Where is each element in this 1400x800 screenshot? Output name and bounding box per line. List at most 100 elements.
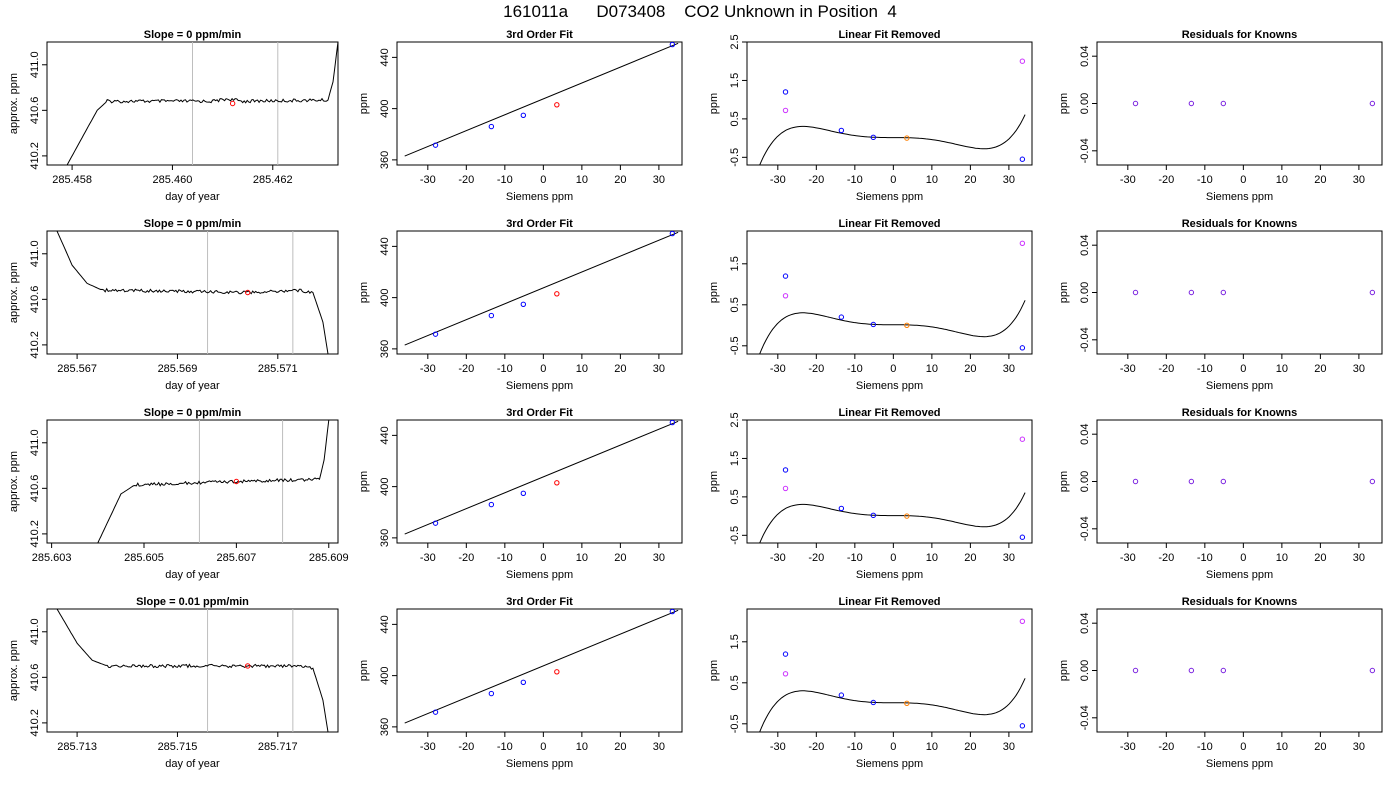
x-tick-label: 0 <box>540 363 546 375</box>
y-tick-label: 400 <box>379 666 391 684</box>
x-tick-label: 0 <box>1240 363 1246 375</box>
residual-point <box>1369 100 1376 107</box>
x-tick-label: -20 <box>1158 363 1174 375</box>
fit-line <box>404 42 679 157</box>
plot-area <box>56 609 329 732</box>
x-tick-label: 285.713 <box>57 741 97 753</box>
known-point <box>838 314 845 320</box>
x-tick-label: 30 <box>653 741 665 753</box>
x-tick-label: -20 <box>1158 552 1174 564</box>
outlier-point <box>1019 436 1026 442</box>
known-point <box>488 501 495 508</box>
x-tick-label: -20 <box>808 174 824 186</box>
y-tick-label: 0.00 <box>1079 93 1091 114</box>
y-axis-label: ppm <box>358 282 370 303</box>
known-point <box>669 609 676 615</box>
plot-frame <box>396 41 683 166</box>
y-tick-label: 1.5 <box>729 73 741 88</box>
y-tick-label: 0.04 <box>1079 423 1091 444</box>
y-tick-label: -0.5 <box>729 526 741 545</box>
known-point <box>870 512 877 519</box>
fit-curve <box>759 114 1026 165</box>
x-tick-label: -30 <box>1120 363 1136 375</box>
y-tick-label: 410.2 <box>29 331 41 359</box>
x-tick-label: 30 <box>1353 552 1365 564</box>
y-tick-label: 0.04 <box>1079 612 1091 633</box>
x-tick-label: 30 <box>1353 174 1365 186</box>
x-tick-label: 30 <box>1003 174 1015 186</box>
y-tick-label: -0.5 <box>729 148 741 167</box>
y-tick-label: 0.5 <box>729 675 741 690</box>
y-tick-label: 411.0 <box>29 618 41 645</box>
residual-point <box>1188 289 1195 296</box>
known-point <box>520 112 527 118</box>
y-tick-label: 410.6 <box>29 664 41 692</box>
panel-row2-resid: Residuals for Knowns -30 -20 -10 0 10 20 30 -0.0… <box>1058 218 1383 392</box>
x-tick-label: 0 <box>890 174 896 186</box>
known-point <box>1019 534 1026 540</box>
x-tick-label: 20 <box>614 741 626 753</box>
residual-point <box>1188 478 1195 485</box>
known-point <box>870 321 877 328</box>
outlier-point <box>782 293 789 299</box>
y-tick-label: 410.6 <box>29 475 41 503</box>
fit-curve <box>759 678 1026 732</box>
concentration-trace <box>66 42 338 165</box>
x-tick-label: 20 <box>1314 174 1326 186</box>
residual-point <box>1220 478 1227 485</box>
fit-curve <box>759 492 1026 543</box>
x-tick-label: 30 <box>1003 552 1015 564</box>
known-point <box>1019 156 1026 162</box>
y-axis-label: ppm <box>358 471 370 492</box>
residual-point <box>1220 667 1227 674</box>
x-tick-label: 0 <box>890 741 896 753</box>
x-tick-label: -10 <box>847 552 863 564</box>
x-tick-label: -20 <box>458 174 474 186</box>
panel-row2-linear: Linear Fit Removed -30 -20 -10 0 10 20 30 -0.5 0.… <box>708 218 1033 392</box>
panel-title: 3rd Order Fit <box>506 29 573 41</box>
x-tick-label: 0 <box>540 552 546 564</box>
panel-row1-fit: 3rd Order Fit -30 -20 -10 0 10 20 30 360 400 440 Si… <box>358 29 683 203</box>
y-tick-label: 1.5 <box>729 451 741 466</box>
x-tick-label: 20 <box>1314 741 1326 753</box>
x-tick-label: 285.715 <box>158 741 198 753</box>
x-tick-label: 20 <box>1314 552 1326 564</box>
y-tick-label: 400 <box>379 99 391 117</box>
outlier-point <box>782 485 789 492</box>
known-point <box>782 89 789 95</box>
concentration-trace <box>97 420 330 543</box>
x-tick-label: 10 <box>926 174 938 186</box>
x-tick-label: 20 <box>614 552 626 564</box>
known-point <box>669 420 676 426</box>
y-axis-label: ppm <box>708 660 720 681</box>
x-tick-label: -10 <box>1197 363 1213 375</box>
x-tick-label: 30 <box>1003 741 1015 753</box>
known-point <box>488 123 495 130</box>
residual-point <box>1369 478 1376 485</box>
panel-row4-fit: 3rd Order Fit -30 -20 -10 0 10 20 30 360 400 440 Si… <box>358 596 683 770</box>
x-tick-label: 0 <box>1240 174 1246 186</box>
panel-row3-fit: 3rd Order Fit -30 -20 -10 0 10 20 30 360 400 440 Si… <box>358 407 683 581</box>
y-tick-label: -0.04 <box>1079 327 1091 352</box>
y-axis-label: approx. ppm <box>8 73 20 134</box>
plot-area <box>56 231 329 354</box>
known-point <box>782 467 789 473</box>
plot-frame <box>746 608 1033 733</box>
y-axis-label: approx. ppm <box>8 262 20 323</box>
x-axis-label: Siemens ppm <box>506 758 573 770</box>
plot-area <box>759 436 1026 543</box>
x-tick-label: 10 <box>1276 552 1288 564</box>
panel-title: Linear Fit Removed <box>838 596 940 608</box>
residual-point <box>1220 289 1227 296</box>
plot-frame <box>396 608 683 733</box>
plot-frame <box>396 419 683 544</box>
x-tick-label: -10 <box>1197 552 1213 564</box>
y-axis-label: ppm <box>358 93 370 114</box>
x-tick-label: 10 <box>576 363 588 375</box>
unknown-point <box>554 102 560 108</box>
plot-frame <box>46 419 339 544</box>
y-axis-label: ppm <box>1058 660 1070 681</box>
plot-area <box>404 420 679 535</box>
x-tick-label: 20 <box>964 741 976 753</box>
